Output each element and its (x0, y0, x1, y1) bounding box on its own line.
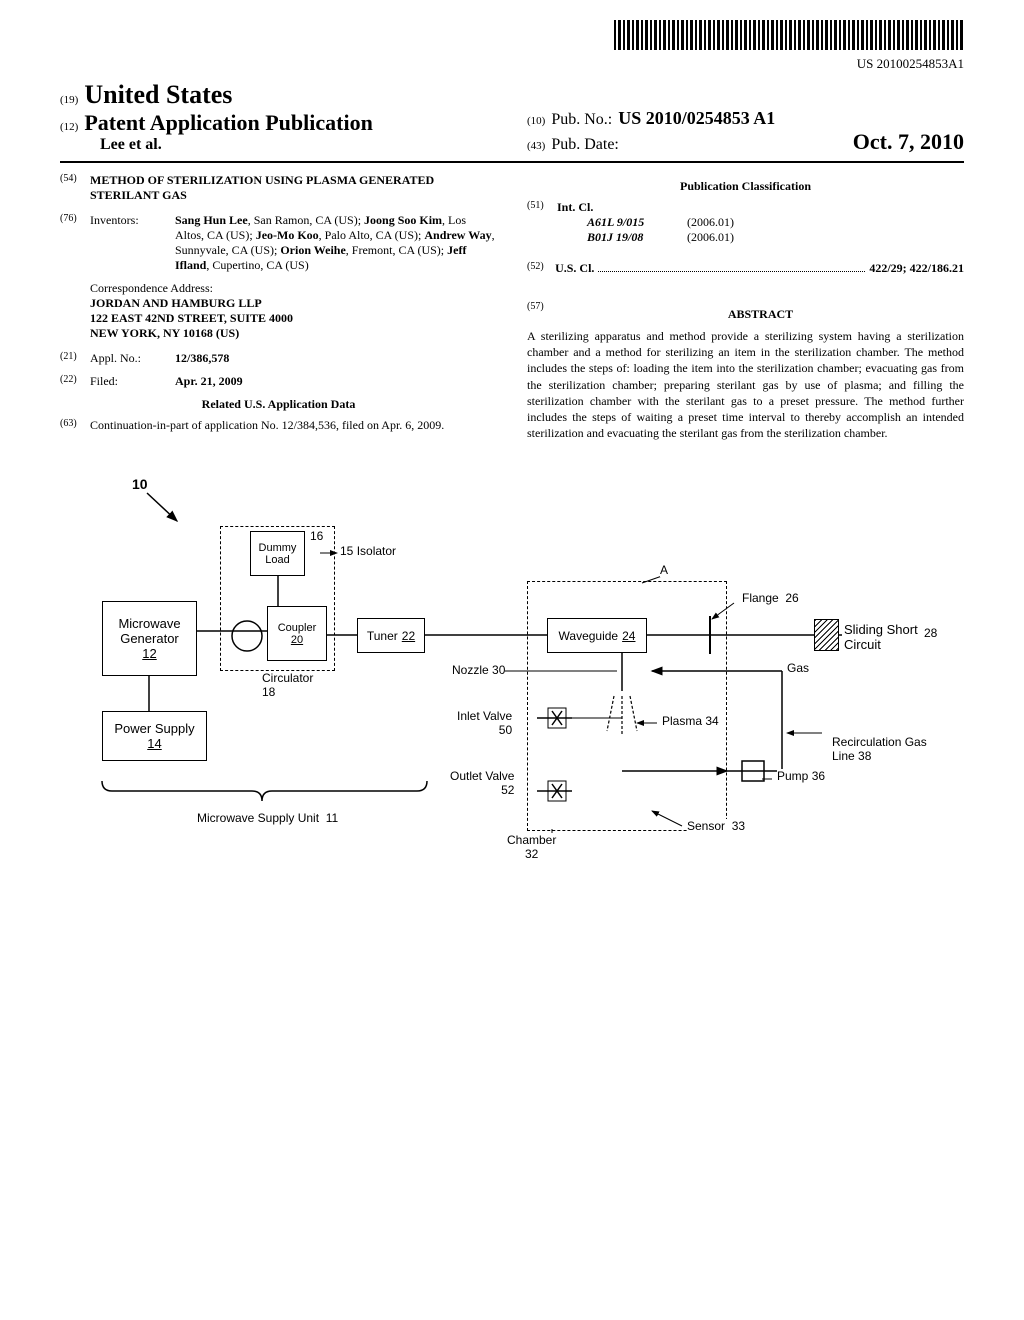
isolator-label: 15 Isolator (340, 544, 396, 558)
tuner-box: Tuner 22 (357, 618, 425, 653)
left-column: (54) METHOD OF STERILIZATION USING PLASM… (60, 173, 497, 441)
authors-line: Lee et al. (100, 136, 497, 154)
dummy-load-label: Dummy Load (259, 542, 297, 566)
microwave-generator-box: Microwave Generator 12 (102, 601, 197, 676)
inventors-list: Sang Hun Lee, San Ramon, CA (US); Joong … (175, 213, 497, 273)
pub-no-label: Pub. No.: (551, 111, 612, 129)
appl-num: (21) (60, 351, 90, 366)
inlet-valve-label: Inlet Valve50 (457, 709, 512, 737)
body-columns: (54) METHOD OF STERILIZATION USING PLASM… (60, 173, 964, 441)
diagram-svg (62, 471, 962, 891)
gas-label: Gas (787, 661, 809, 675)
power-supply-ref: 14 (147, 736, 161, 751)
dotted-separator (598, 262, 865, 272)
microwave-gen-label: Microwave Generator (118, 616, 180, 646)
abstract-num: (57) (527, 301, 557, 328)
abstract-heading: ABSTRACT (557, 307, 964, 322)
supply-unit-label: Microwave Supply Unit 11 (197, 811, 338, 825)
right-column: Publication Classification (51) Int. Cl.… (527, 173, 964, 441)
correspondence-line3: NEW YORK, NY 10168 (US) (90, 326, 497, 341)
classification-heading: Publication Classification (527, 179, 964, 194)
appl-value: 12/386,578 (175, 351, 497, 366)
coupler-box: Coupler 20 (267, 606, 327, 661)
int-cl-label: Int. Cl. (557, 200, 964, 215)
tuner-ref: 22 (402, 629, 415, 643)
pub-no-num: (10) (527, 115, 545, 127)
circulator-label: Circulator18 (262, 671, 313, 699)
inventors-num: (76) (60, 213, 90, 273)
pub-type-num: (12) (60, 121, 78, 133)
tuner-label: Tuner (367, 629, 398, 643)
plasma-label: Plasma 34 (662, 714, 719, 728)
correspondence-line1: JORDAN AND HAMBURG LLP (90, 296, 497, 311)
power-supply-box: Power Supply 14 (102, 711, 207, 761)
filed-num: (22) (60, 374, 90, 389)
correspondence-label: Correspondence Address: (90, 281, 497, 296)
inventors-label: Inventors: (90, 213, 175, 273)
pub-date: Oct. 7, 2010 (853, 129, 964, 155)
pump-label: Pump 36 (777, 769, 825, 783)
sensor-label: Sensor 33 (687, 819, 745, 833)
country-num: (19) (60, 94, 78, 106)
filed-value: Apr. 21, 2009 (175, 374, 497, 389)
us-cl-label: U.S. Cl. (555, 261, 594, 276)
correspondence-block: Correspondence Address: JORDAN AND HAMBU… (90, 281, 497, 341)
waveguide-ref: 24 (622, 629, 635, 643)
us-cl-value: 422/29; 422/186.21 (869, 261, 964, 276)
int-cl-num: (51) (527, 200, 557, 245)
invention-title: METHOD OF STERILIZATION USING PLASMA GEN… (90, 173, 497, 203)
pub-date-label: Pub. Date: (551, 136, 619, 154)
barcode-number: US 20100254853A1 (60, 56, 964, 72)
country-name: United States (84, 80, 232, 110)
power-supply-label: Power Supply (114, 721, 194, 736)
chamber-label: Chamber32 (507, 833, 556, 861)
flange-label: Flange 26 (742, 591, 799, 605)
header-section: (19) United States (12) Patent Applicati… (60, 80, 964, 163)
sliding-short-ref: 28 (924, 626, 937, 640)
sliding-short-graphic (814, 619, 839, 651)
patent-diagram: 10 (62, 471, 962, 891)
int-class-row: A61L 9/015(2006.01) (587, 215, 964, 230)
related-heading: Related U.S. Application Data (60, 397, 497, 412)
recirc-label: Recirculation Gas Line 38 (832, 721, 927, 763)
section-a-label: A (660, 563, 668, 577)
filed-label: Filed: (90, 374, 175, 389)
related-text: Continuation-in-part of application No. … (90, 418, 497, 433)
barcode-graphic (614, 20, 964, 50)
correspondence-line2: 122 EAST 42ND STREET, SUITE 4000 (90, 311, 497, 326)
us-cl-num: (52) (527, 261, 555, 276)
appl-label: Appl. No.: (90, 351, 175, 366)
abstract-text: A sterilizing apparatus and method provi… (527, 328, 964, 441)
microwave-gen-ref: 12 (142, 646, 156, 661)
dummy-load-box: Dummy Load (250, 531, 305, 576)
coupler-label: Coupler (278, 622, 317, 634)
pub-type: Patent Application Publication (84, 110, 372, 136)
pub-date-num: (43) (527, 140, 545, 152)
pub-no: US 2010/0254853 A1 (618, 108, 775, 129)
title-num: (54) (60, 173, 90, 203)
sliding-short-label: Sliding Short Circuit (844, 622, 918, 652)
waveguide-box: Waveguide 24 (547, 618, 647, 653)
barcode-area (60, 20, 964, 54)
related-num: (63) (60, 418, 90, 433)
dummy-load-ref: 16 (310, 529, 323, 543)
coupler-ref: 20 (291, 634, 303, 646)
outlet-valve-label: Outlet Valve52 (450, 769, 514, 797)
int-class-row: B01J 19/08(2006.01) (587, 230, 964, 245)
waveguide-label: Waveguide (559, 629, 619, 643)
nozzle-label: Nozzle 30 (452, 663, 505, 677)
